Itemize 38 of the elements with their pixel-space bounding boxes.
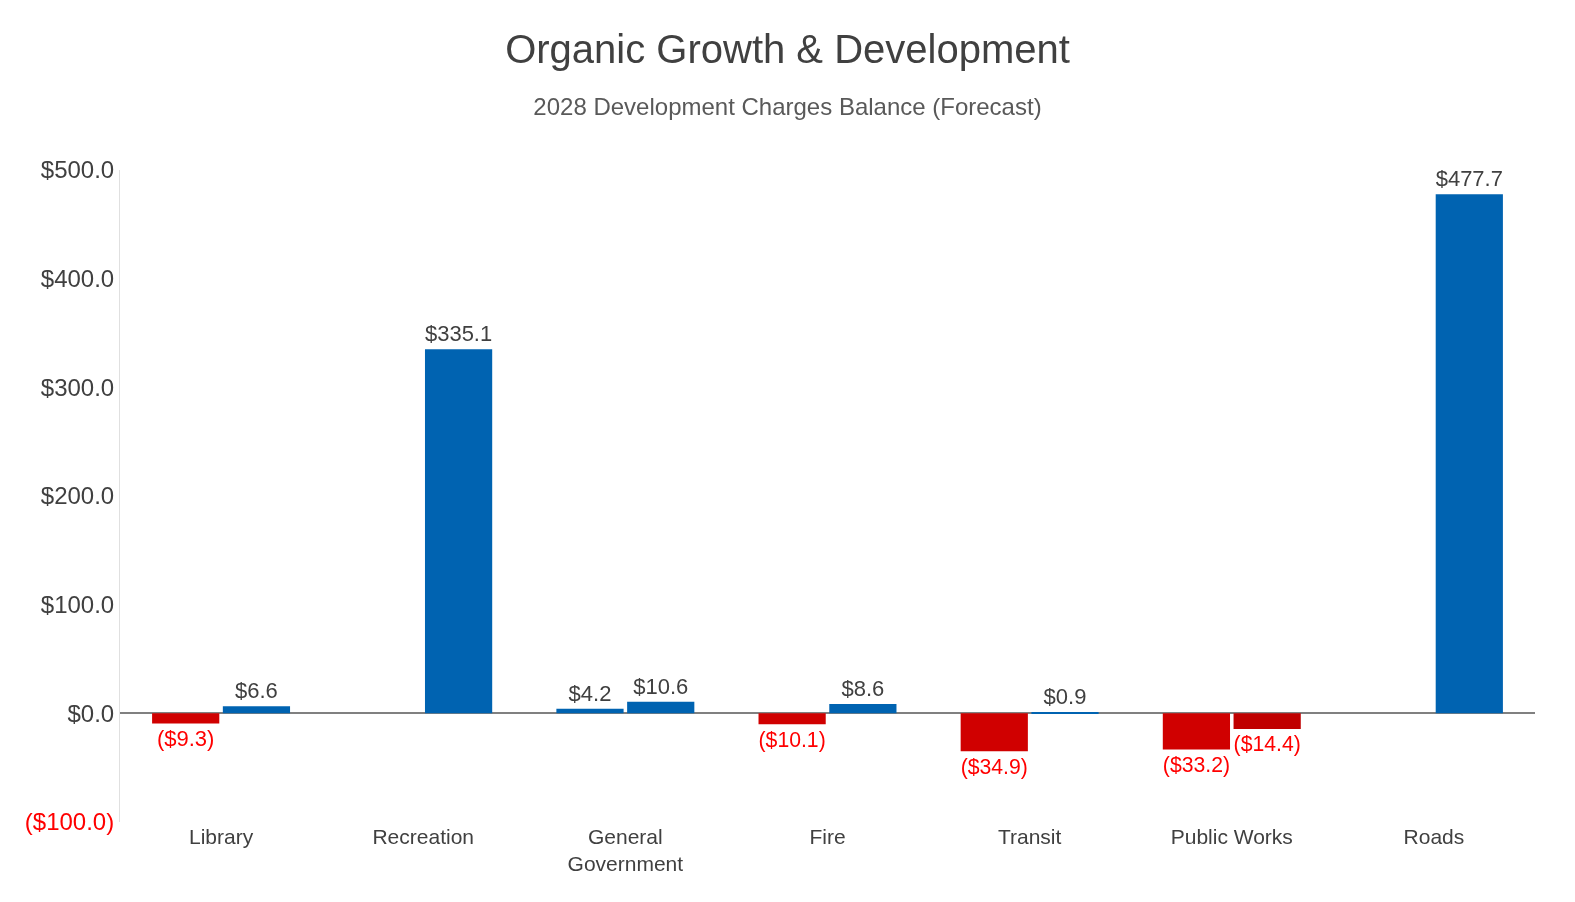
bar <box>222 706 291 714</box>
x-tick-label: Public Works <box>1170 825 1293 848</box>
bar <box>1162 713 1231 750</box>
x-tick-label: Transit <box>997 825 1062 848</box>
bar <box>758 713 826 725</box>
y-tick-label: $200.0 <box>40 482 115 510</box>
data-label: ($9.3) <box>156 726 215 752</box>
data-label: $6.6 <box>235 678 278 704</box>
y-tick-label: $300.0 <box>40 373 115 401</box>
data-label: ($14.4) <box>1233 732 1301 757</box>
y-tick-label: ($100.0) <box>24 808 115 836</box>
data-label: $335.1 <box>424 321 493 347</box>
data-label: $477.7 <box>1435 166 1503 192</box>
bar <box>1435 194 1503 714</box>
data-label: ($10.1) <box>758 727 826 752</box>
bar <box>152 713 220 724</box>
bar <box>424 349 493 714</box>
data-label: ($34.9) <box>960 754 1028 779</box>
bar <box>627 701 695 714</box>
y-tick-label: $100.0 <box>40 591 115 619</box>
y-tick-label: $500.0 <box>40 156 115 184</box>
data-label: $10.6 <box>633 673 689 699</box>
x-tick-label: Library <box>188 825 254 848</box>
bar <box>829 703 897 714</box>
data-label: ($33.2) <box>1162 752 1230 777</box>
x-tick-label: Recreation <box>372 825 474 848</box>
data-label: $0.9 <box>1043 684 1087 709</box>
data-label: $4.2 <box>568 680 612 706</box>
x-tick-label: Roads <box>1403 825 1465 848</box>
bar <box>960 713 1028 752</box>
bar <box>1233 713 1301 729</box>
x-tick-label: General Government <box>567 825 684 876</box>
y-tick-label: $400.0 <box>40 265 115 293</box>
chart-title: Organic Growth & Development <box>505 27 1070 72</box>
y-tick-label: $0.0 <box>67 699 115 727</box>
chart-subtitle: 2028 Development Charges Balance (Forecast) <box>533 93 1042 121</box>
x-tick-label: Fire <box>809 825 846 848</box>
data-label: $8.6 <box>841 675 885 701</box>
